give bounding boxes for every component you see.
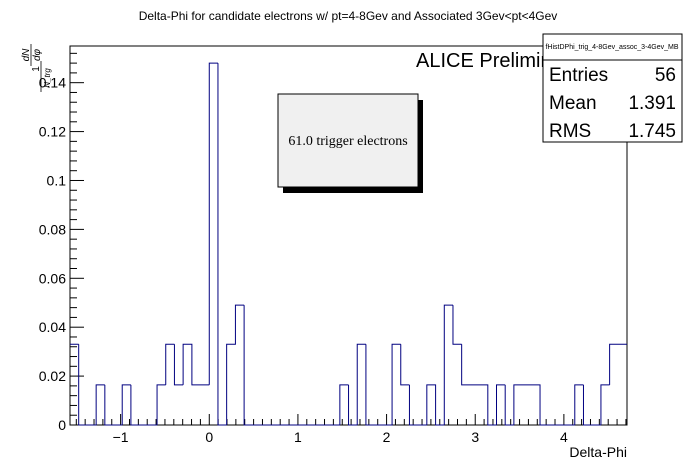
histogram-bin — [427, 385, 436, 425]
trigger-count-box: 61.0 trigger electrons — [277, 93, 423, 193]
histogram-bin — [209, 63, 218, 425]
histogram-bin — [166, 344, 175, 425]
x-tick-label: 2 — [383, 429, 391, 445]
stats-entries-label: Entries — [549, 65, 608, 86]
histogram-outline — [70, 62, 627, 426]
y-label-numerator-2: dN — [21, 48, 32, 62]
x-tick-label: 0 — [205, 429, 213, 445]
histogram-bin — [462, 385, 471, 425]
histogram-bin — [96, 385, 105, 425]
y-tick-label: 0.08 — [39, 221, 66, 237]
y-axis-label: 1 N_trg dN dφ — [21, 44, 52, 92]
histogram-bin — [479, 385, 488, 425]
y-label-numerator-1: 1 — [31, 66, 42, 72]
stats-histogram-name: fHistDPhi_trig_4-8Gev_assoc_3-4Gev_MB — [545, 44, 678, 51]
alice-preliminary-label: ALICE Preliminary — [416, 50, 579, 72]
trigger-box — [277, 93, 419, 188]
histogram-bin — [575, 385, 584, 425]
histogram-bin — [618, 344, 627, 425]
stats-mean-value: 1.391 — [628, 93, 676, 114]
histogram-bin — [235, 305, 244, 425]
histogram-bin — [514, 385, 523, 425]
stats-box-frame — [542, 33, 683, 143]
y-tick-label: 0.02 — [39, 368, 66, 384]
histogram-bin — [192, 385, 201, 425]
stats-mean-label: Mean — [549, 93, 597, 114]
y-tick-label: 0.04 — [39, 319, 66, 335]
histogram-bin — [401, 385, 410, 425]
histogram-bin — [444, 305, 453, 425]
histogram-bin — [497, 385, 506, 425]
y-label-denominator-2: dφ — [32, 48, 43, 61]
histogram-bin — [157, 385, 166, 425]
x-tick-label: 1 — [294, 429, 302, 445]
x-tick-label: 4 — [560, 429, 568, 445]
y-tick-label: 0.06 — [39, 270, 66, 286]
histogram-bin — [122, 385, 131, 425]
stats-rms-label: RMS — [549, 121, 591, 142]
stats-entries-value: 56 — [655, 65, 676, 86]
histogram-bin — [601, 385, 610, 425]
y-tick-label: 0.12 — [39, 124, 66, 140]
histogram-bin — [470, 385, 479, 425]
histogram-bin — [392, 344, 401, 425]
stats-rms-value: 1.745 — [628, 121, 676, 142]
histogram-bin — [610, 344, 619, 425]
histogram-bin — [357, 344, 366, 425]
y-tick-label: 0.14 — [39, 75, 66, 91]
x-tick-label: −1 — [113, 429, 129, 445]
histogram-bin — [531, 385, 540, 425]
y-tick-label: 0 — [58, 417, 66, 433]
x-tick-label: 3 — [471, 429, 479, 445]
histogram-bin — [174, 385, 183, 425]
histogram-bin — [227, 344, 236, 425]
y-tick-label: 0.1 — [47, 172, 67, 188]
histogram-bin — [340, 385, 349, 425]
histogram-bin — [523, 385, 532, 425]
x-axis-label: Delta-Phi — [569, 444, 627, 460]
chart-title: Delta-Phi for candidate electrons w/ pt=… — [139, 9, 558, 23]
histogram-bin — [201, 385, 210, 425]
stats-box: fHistDPhi_trig_4-8Gev_assoc_3-4Gev_MB En… — [542, 33, 683, 143]
y-label-denominator-1: N_trg — [43, 68, 52, 88]
trigger-box-text: 61.0 trigger electrons — [288, 134, 407, 149]
x-axis-ticks: −1 0 1 2 3 4 — [75, 414, 627, 445]
histogram-bin — [183, 344, 192, 425]
y-axis-ticks: 0 0.02 0.04 0.06 0.08 0.1 0.12 0.14 — [39, 52, 84, 433]
histogram-bin — [453, 344, 462, 425]
